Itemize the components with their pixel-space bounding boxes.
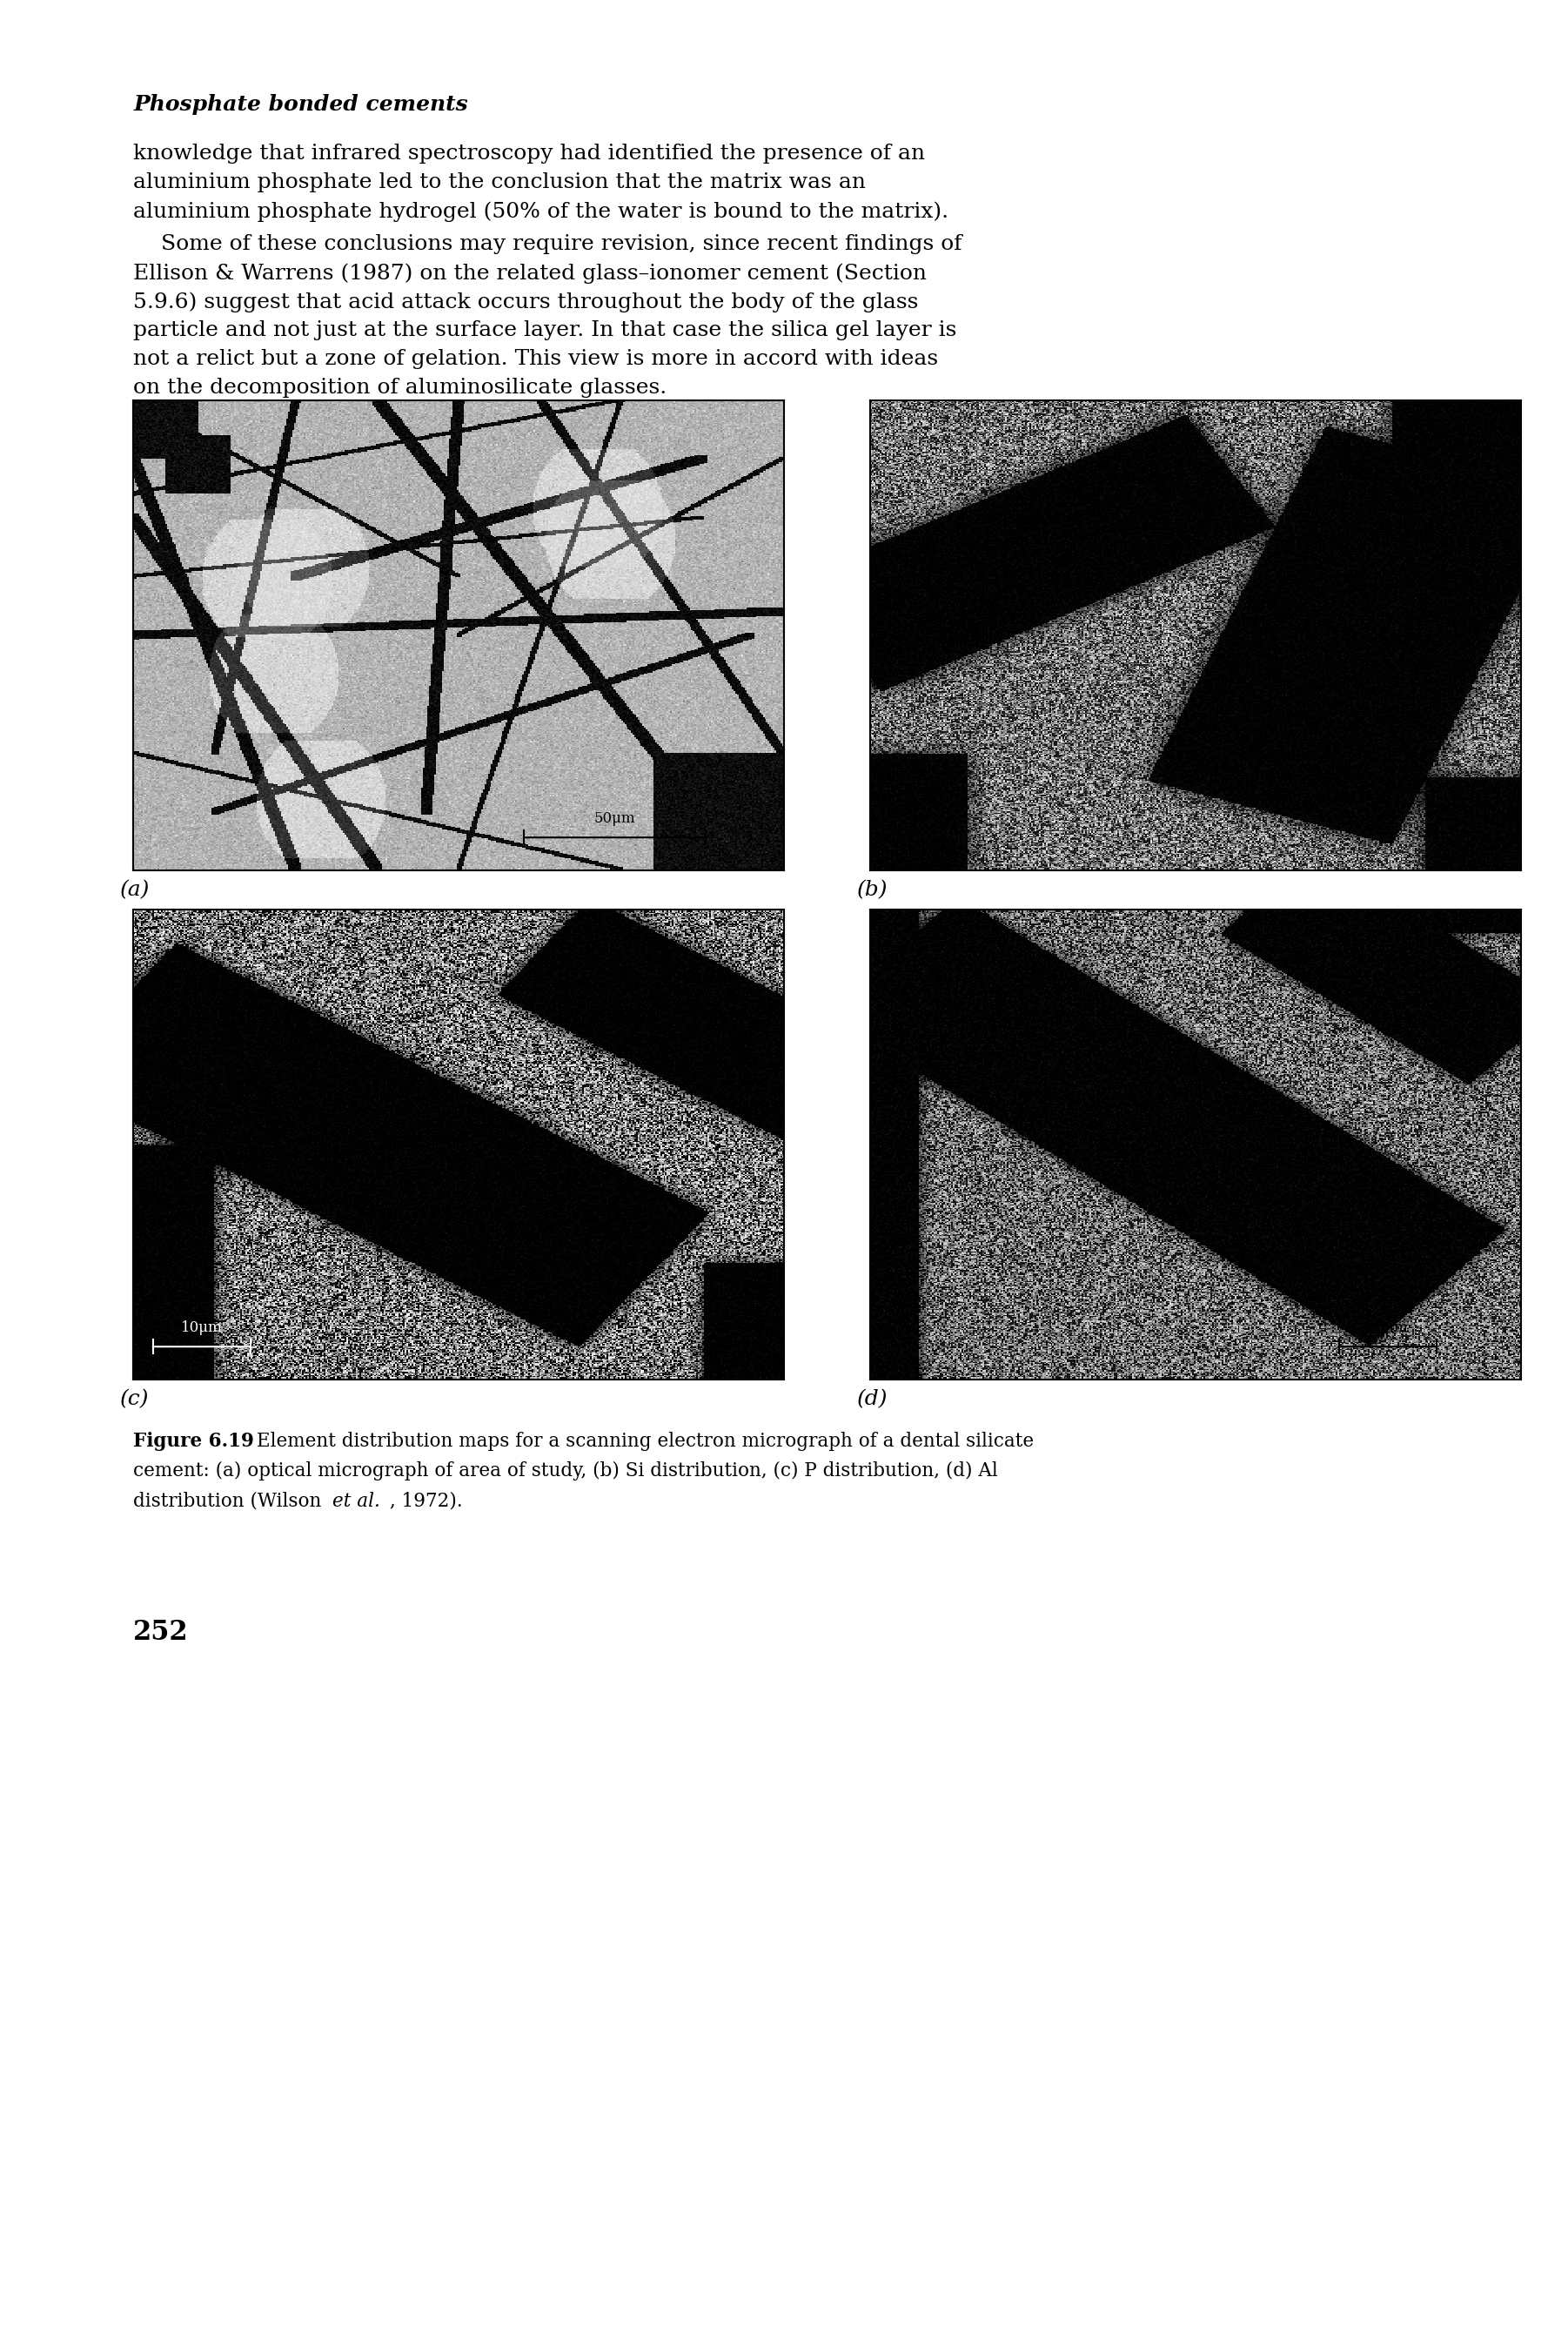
Text: , 1972).: , 1972). <box>390 1492 463 1511</box>
Text: 10μm: 10μm <box>1367 1321 1408 1335</box>
Text: (a): (a) <box>121 879 151 900</box>
Text: Phosphate bonded cements: Phosphate bonded cements <box>133 94 469 115</box>
Text: aluminium phosphate hydrogel (50% of the water is bound to the matrix).: aluminium phosphate hydrogel (50% of the… <box>133 202 949 221</box>
Text: 252: 252 <box>133 1619 188 1645</box>
Text: not a relict but a zone of gelation. This view is more in accord with ideas: not a relict but a zone of gelation. Thi… <box>133 350 938 369</box>
Text: distribution (Wilson: distribution (Wilson <box>133 1492 328 1511</box>
Text: Element distribution maps for a scanning electron micrograph of a dental silicat: Element distribution maps for a scanning… <box>257 1431 1033 1450</box>
Text: (b): (b) <box>858 879 887 900</box>
Text: Ellison & Warrens (1987) on the related glass–ionomer cement (Section: Ellison & Warrens (1987) on the related … <box>133 263 927 284</box>
Text: (c): (c) <box>121 1389 149 1410</box>
Text: Some of these conclusions may require revision, since recent findings of: Some of these conclusions may require re… <box>133 235 963 254</box>
Text: Figure 6.19: Figure 6.19 <box>133 1431 254 1450</box>
Text: cement: (a) optical micrograph of area of study, (b) Si distribution, (c) P dist: cement: (a) optical micrograph of area o… <box>133 1462 997 1480</box>
Text: knowledge that infrared spectroscopy had identified the presence of an: knowledge that infrared spectroscopy had… <box>133 143 925 164</box>
Text: on the decomposition of aluminosilicate glasses.: on the decomposition of aluminosilicate … <box>133 378 666 397</box>
Text: 50μm: 50μm <box>594 811 635 825</box>
Text: et al.: et al. <box>332 1492 379 1511</box>
Text: (d): (d) <box>858 1389 887 1410</box>
Text: 5.9.6) suggest that acid attack occurs throughout the body of the glass: 5.9.6) suggest that acid attack occurs t… <box>133 291 919 313</box>
Text: particle and not just at the surface layer. In that case the silica gel layer is: particle and not just at the surface lay… <box>133 320 956 341</box>
Text: 10μm: 10μm <box>180 1321 223 1335</box>
Text: aluminium phosphate led to the conclusion that the matrix was an: aluminium phosphate led to the conclusio… <box>133 172 866 193</box>
